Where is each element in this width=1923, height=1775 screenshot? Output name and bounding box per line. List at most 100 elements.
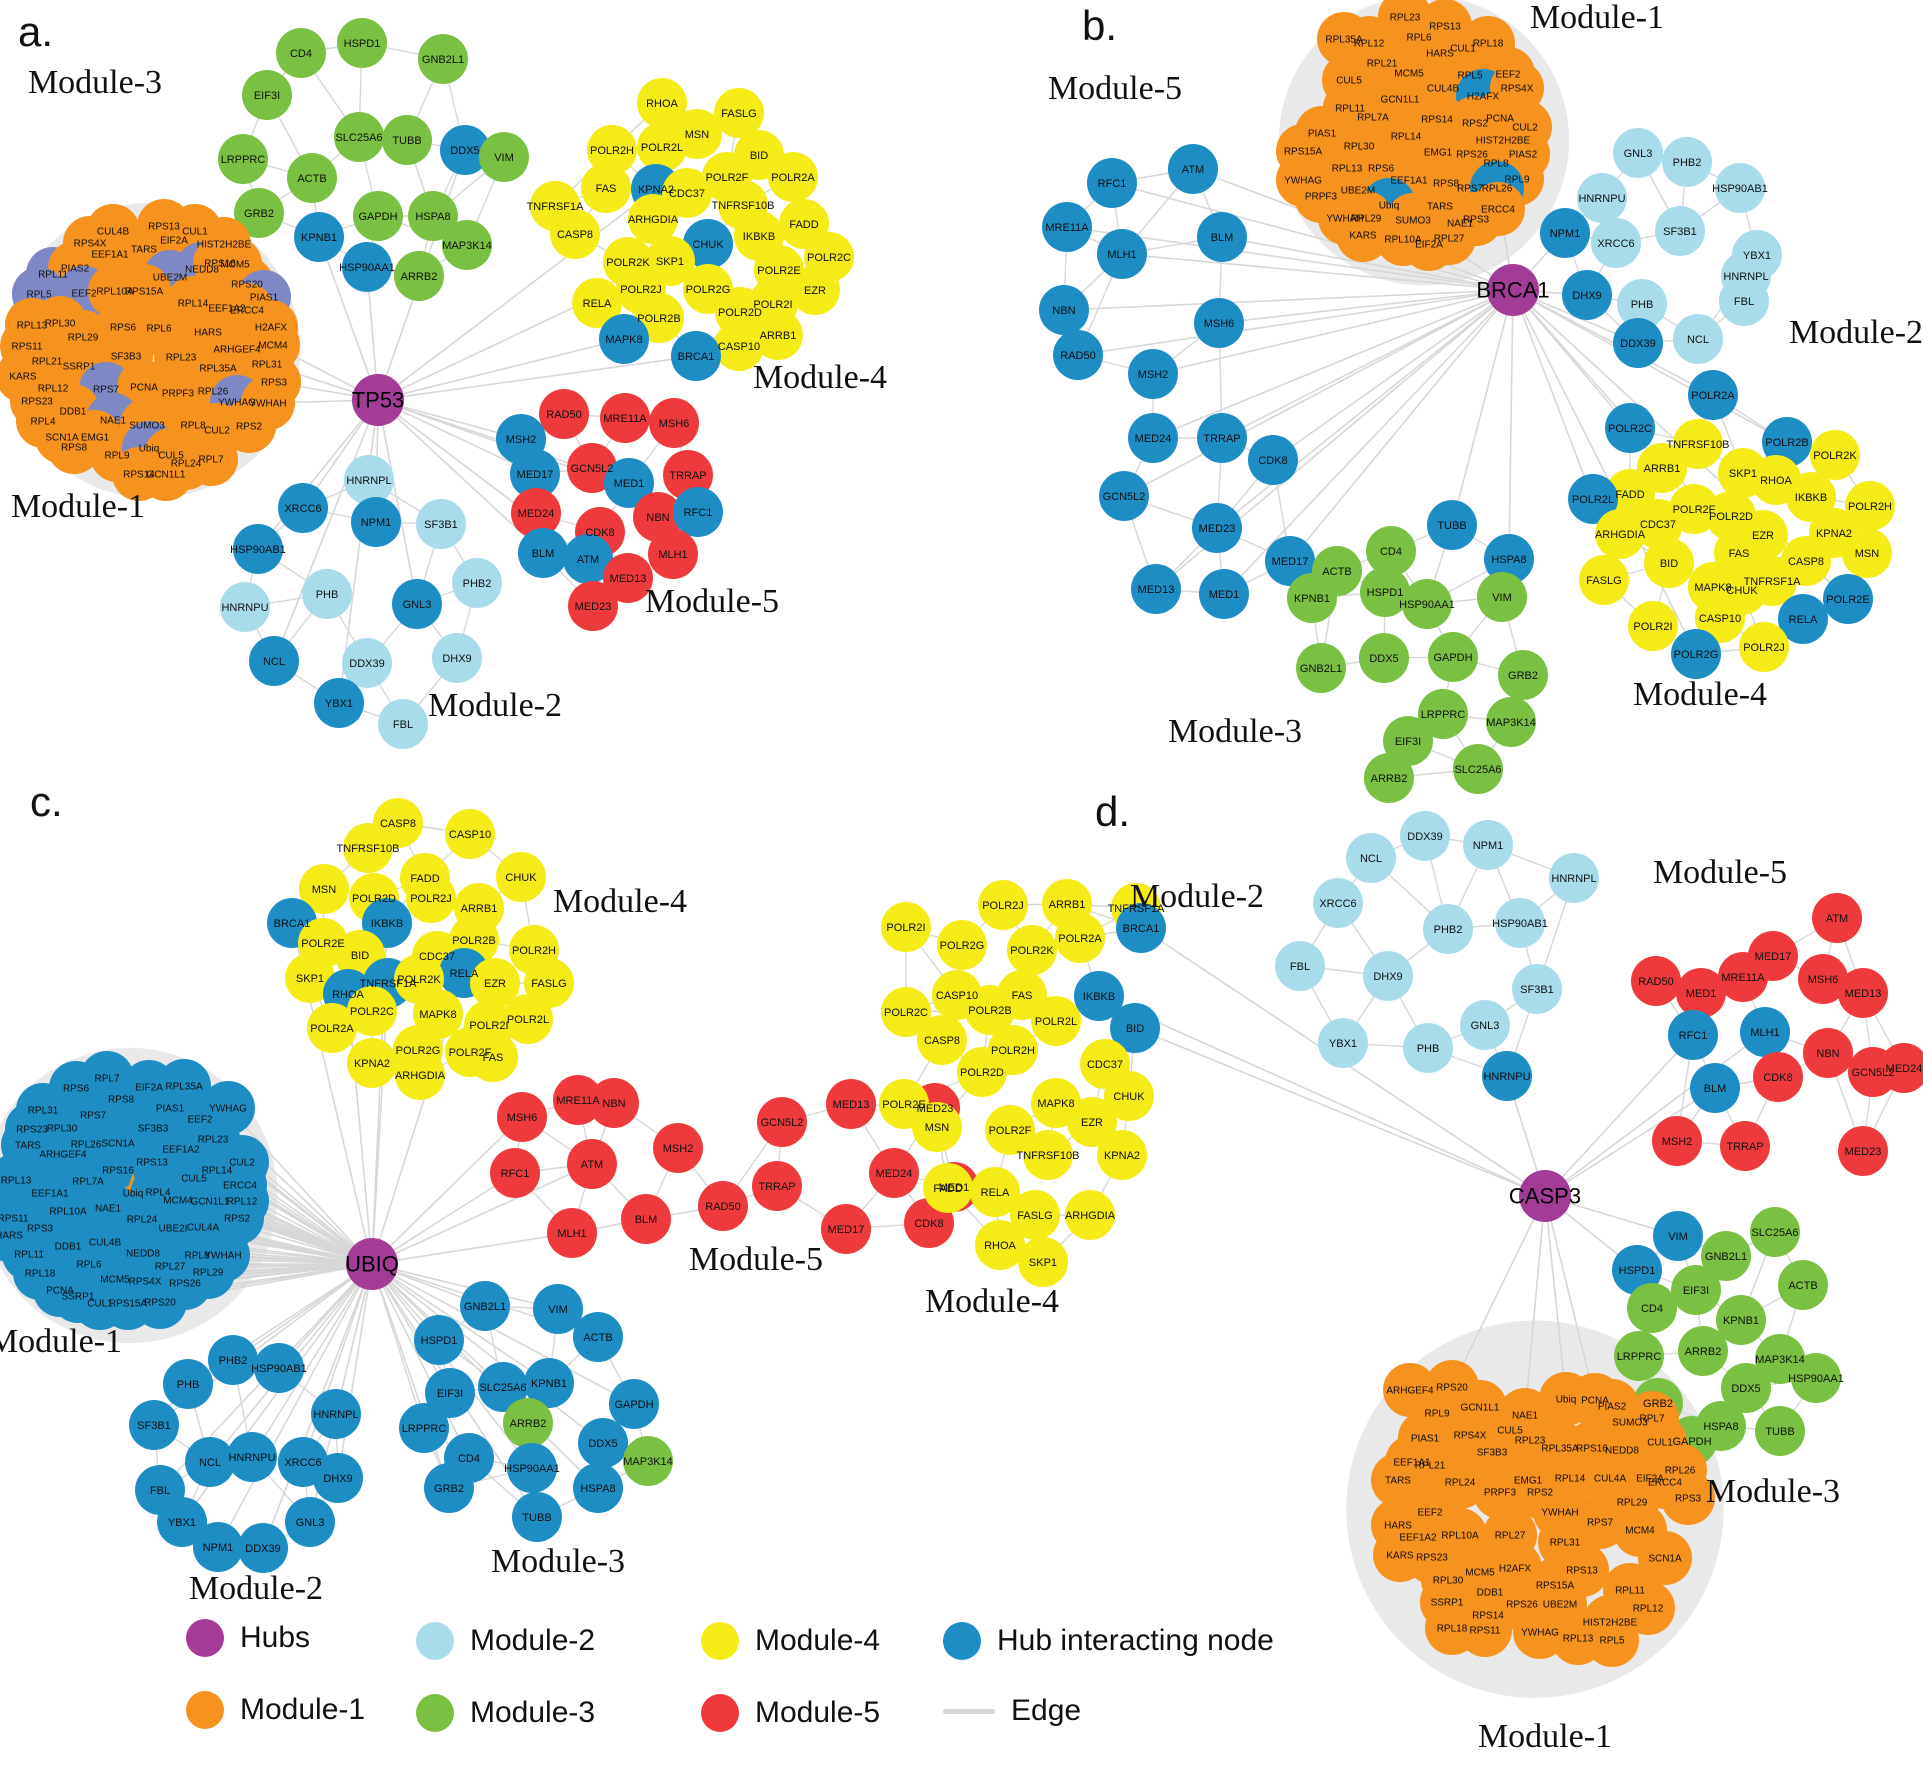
network-node [496,852,546,902]
hub-edge [1134,1027,1546,1197]
network-node [1336,208,1390,262]
network-node [1690,1063,1740,1113]
network-node [1549,853,1599,903]
hub-edge [1063,289,1514,311]
network-node [1371,1498,1425,1552]
network-node [432,633,482,683]
network-node [460,1281,510,1331]
network-node [578,1418,628,1468]
network-node [637,122,687,172]
network-node [311,1389,361,1439]
network-node [1668,1010,1718,1060]
network-node [1065,1190,1115,1240]
network-node [1823,574,1873,624]
network-node [1313,878,1363,928]
network-node [1461,1588,1515,1642]
hub-node [352,374,404,426]
network-node [563,534,613,584]
hub-edge [371,1263,635,1405]
network-node [1460,1000,1510,1050]
network-node [1721,1363,1771,1413]
network-node [1097,1130,1147,1180]
network-node [1715,163,1765,213]
network-node [1428,632,1478,682]
network-node [1528,1558,1582,1612]
network-node [1486,697,1536,747]
network-node [416,499,466,549]
network-node [1363,951,1413,1001]
network-node [533,1284,583,1334]
network-node [1385,1435,1439,1489]
network-node [285,1497,335,1547]
network-node [1605,403,1655,453]
network-node [1627,1283,1677,1333]
network-node [139,447,193,501]
module-caption: Module-5 [1048,70,1182,107]
network-node [278,483,328,533]
network-node [628,194,678,244]
network-node [490,1148,540,1198]
network-node [1638,1455,1692,1509]
hub-edge [377,188,657,401]
network-node [1695,593,1745,643]
network-node [1719,276,1769,326]
network-node [978,880,1028,930]
hub-edge [1121,253,1514,291]
network-node [1131,564,1181,614]
network-node [1087,158,1137,208]
network-node [285,953,335,1003]
network-node [1104,1071,1154,1121]
network-node [425,1368,475,1418]
network-node [1628,601,1678,651]
network-node [342,242,392,292]
network-node [395,1050,445,1100]
network-node [503,1398,553,1448]
network-node [757,1097,807,1147]
network-node [1617,279,1667,329]
hub-edge [1272,289,1514,461]
network-node [208,1335,258,1385]
network-node [912,1102,962,1152]
hub-node [1487,264,1539,316]
network-node [1750,1207,1800,1257]
network-node [347,986,397,1036]
network-node [254,1343,304,1393]
module-caption: Module-3 [491,1543,625,1580]
network-node [1701,1231,1751,1281]
network-node [1018,1237,1068,1287]
network-node [1591,218,1641,268]
network-node [1400,811,1450,861]
network-node [648,529,698,579]
hub-edge [318,236,379,401]
hub-edge [377,399,536,475]
network-node [603,553,653,603]
network-node [573,1312,623,1362]
network-node [957,1047,1007,1097]
hub-edge [1544,1034,1694,1197]
module-caption: Module-1 [0,1323,122,1360]
network-node [1652,1116,1702,1166]
hub-edge [1077,289,1514,356]
network-node [302,569,352,619]
network-node [497,1092,547,1142]
network-node [1453,744,1503,794]
hub-edge [377,355,697,401]
hub-edge [257,399,379,550]
network-node [671,331,721,381]
network-node [424,1463,474,1513]
network-node [1678,1326,1728,1376]
network-node [985,1105,1035,1155]
hub-edge [1289,289,1514,562]
hub-edge [1152,289,1514,439]
network-node [881,902,931,952]
network-node [881,987,931,1037]
network-node [1477,572,1527,622]
network-node [1199,569,1249,619]
network-node [1716,1295,1766,1345]
network-node [478,1362,528,1412]
network-node [826,1079,876,1129]
network-node [1265,536,1315,586]
network-node [342,638,392,688]
network-node [1484,534,1534,584]
module-caption: Module-1 [1530,0,1664,36]
